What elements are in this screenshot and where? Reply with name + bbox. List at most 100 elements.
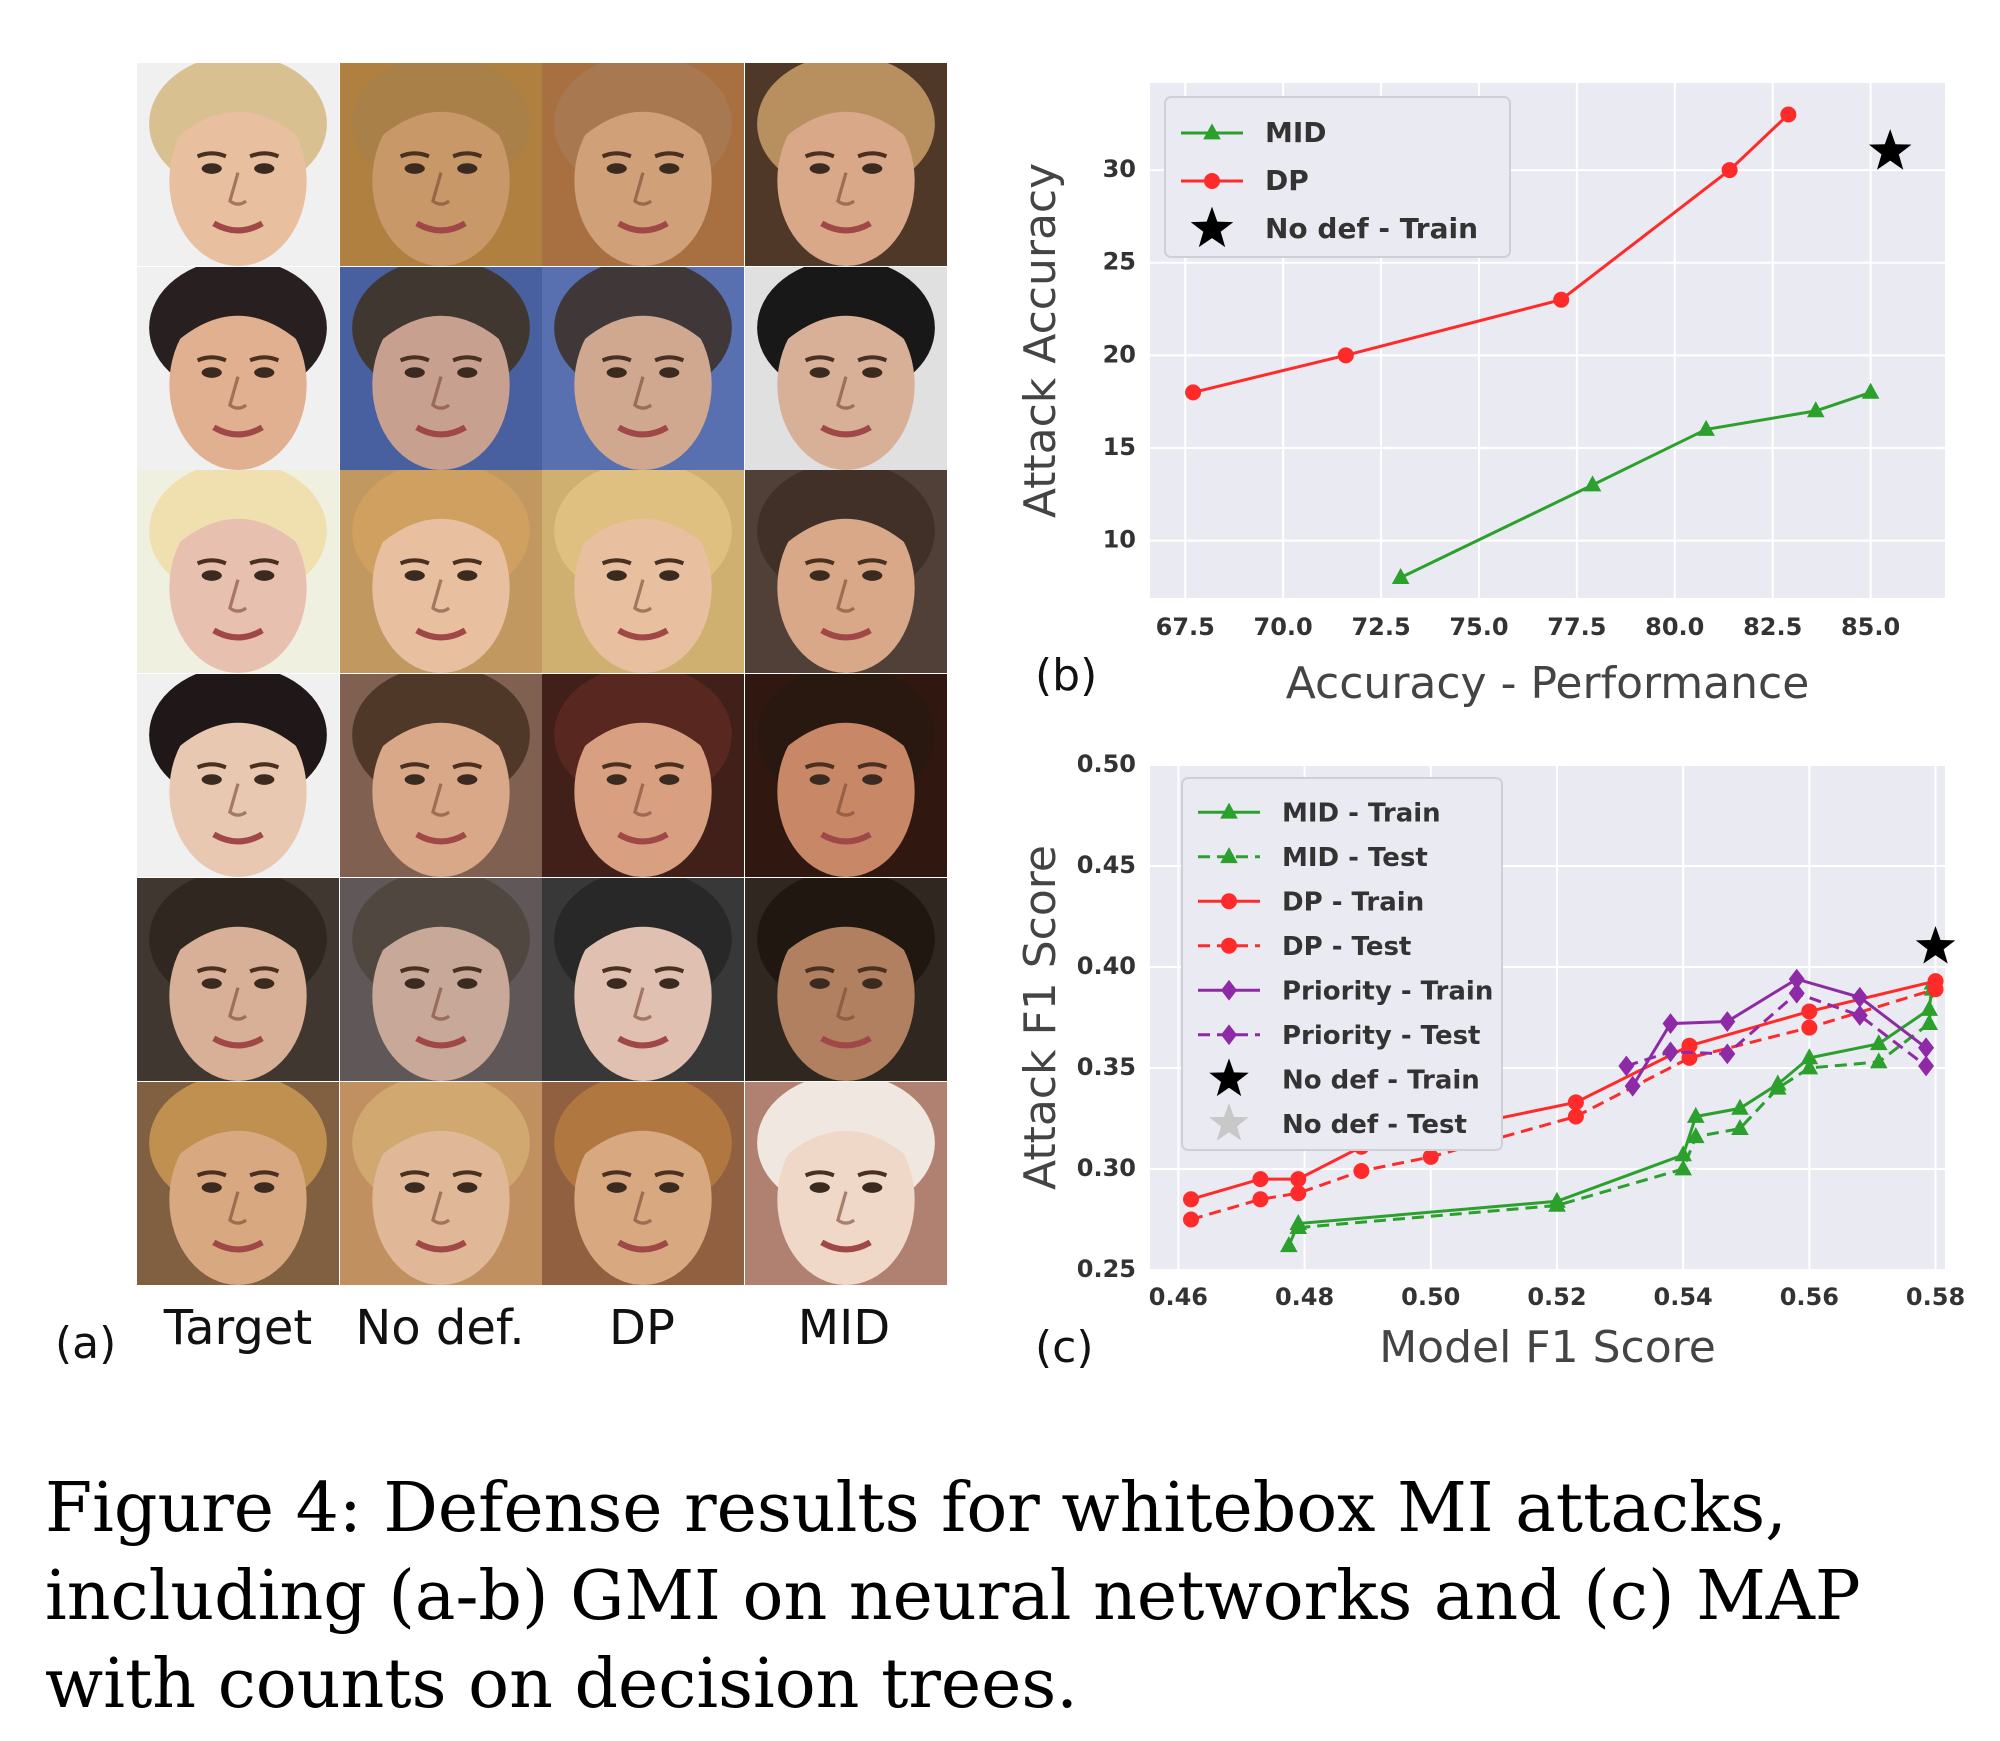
face-image bbox=[137, 63, 339, 266]
face-grid bbox=[137, 63, 947, 1285]
data-point bbox=[1731, 1098, 1749, 1115]
chart-c: 0.46 0.48 0.50 0.52 0.54 0.56 0.58 0.25 0.30 0.35… bbox=[1015, 750, 1965, 1373]
x-tick-label: 0.48 bbox=[1275, 1283, 1334, 1311]
x-tick-label: 85.0 bbox=[1841, 613, 1900, 641]
x-tick-label: 0.56 bbox=[1780, 1283, 1839, 1311]
legend-label: No def - Train bbox=[1282, 1065, 1480, 1095]
x-tick-label: 0.50 bbox=[1401, 1283, 1460, 1311]
data-point bbox=[1681, 1037, 1698, 1054]
data-point bbox=[1686, 1127, 1705, 1144]
legend-label: MID bbox=[1265, 116, 1327, 149]
face-image bbox=[137, 470, 339, 674]
series-priority-test bbox=[1618, 982, 1935, 1077]
data-point bbox=[1353, 1163, 1370, 1180]
data-point bbox=[1915, 926, 1956, 964]
data-point bbox=[1869, 1034, 1888, 1051]
y-tick-label: 0.50 bbox=[1077, 750, 1136, 778]
series-line bbox=[1625, 991, 1928, 1068]
legend-label: Priority - Train bbox=[1282, 976, 1493, 1006]
data-point bbox=[1183, 1191, 1200, 1208]
data-point bbox=[1920, 1013, 1939, 1030]
face-image bbox=[542, 63, 744, 266]
data-point bbox=[1697, 419, 1715, 436]
y-tick-label: 15 bbox=[1103, 433, 1136, 461]
x-tick-label: 0.54 bbox=[1654, 1283, 1713, 1311]
face-image bbox=[339, 266, 542, 470]
data-point bbox=[1290, 1185, 1307, 1202]
legend-marker bbox=[1221, 937, 1237, 954]
data-point bbox=[1583, 475, 1602, 492]
data-point bbox=[1719, 1011, 1736, 1032]
legend-marker bbox=[1209, 1102, 1249, 1141]
y-tick-label: 25 bbox=[1103, 248, 1136, 276]
column-label-no-def: No def. bbox=[355, 1300, 525, 1356]
face-image bbox=[137, 1081, 339, 1285]
data-point bbox=[1252, 1191, 1269, 1208]
data-point bbox=[1851, 986, 1868, 1008]
face-image bbox=[744, 1081, 947, 1285]
x-tick-label: 77.5 bbox=[1547, 613, 1606, 641]
legend-marker bbox=[1190, 206, 1234, 248]
y-tick-label: 20 bbox=[1103, 340, 1136, 368]
y-tick-label: 0.35 bbox=[1077, 1053, 1136, 1081]
x-tick-label: 0.58 bbox=[1906, 1283, 1965, 1311]
legend-label: Priority - Test bbox=[1282, 1021, 1480, 1051]
column-label-dp: DP bbox=[609, 1300, 675, 1356]
legend-marker bbox=[1221, 893, 1237, 910]
data-point bbox=[1290, 1171, 1307, 1188]
data-point bbox=[1918, 1055, 1935, 1077]
x-axis-label: Accuracy - Performance bbox=[1286, 658, 1810, 709]
face-image bbox=[744, 877, 947, 1081]
data-point bbox=[1780, 106, 1797, 123]
series-mid bbox=[1391, 382, 1880, 585]
data-point bbox=[1927, 981, 1944, 998]
data-point bbox=[1618, 1055, 1635, 1077]
face-image bbox=[137, 674, 339, 878]
data-point bbox=[1801, 1019, 1818, 1036]
data-point bbox=[1869, 1052, 1888, 1069]
chart-b: 67.5 70.0 72.5 75.0 77.5 80.0 82.5 85.0 10 15 20 25… bbox=[1015, 83, 1945, 709]
face-image bbox=[542, 877, 744, 1081]
face-image bbox=[744, 266, 947, 470]
legend-marker bbox=[1221, 1024, 1237, 1046]
data-point bbox=[1553, 291, 1570, 308]
legend-label: No def - Train bbox=[1265, 212, 1478, 245]
y-tick-label: 30 bbox=[1103, 155, 1136, 183]
data-point bbox=[1851, 1005, 1868, 1026]
face-image bbox=[744, 63, 947, 266]
data-point bbox=[1567, 1094, 1584, 1111]
legend: MID DP No def - Train bbox=[1164, 96, 1511, 258]
data-point bbox=[1731, 1119, 1749, 1135]
x-tick-label: 70.0 bbox=[1254, 613, 1313, 641]
panel-b-letter: (b) bbox=[1035, 650, 1098, 701]
data-point bbox=[1768, 1078, 1787, 1095]
y-axis-label: Attack F1 Score bbox=[1015, 845, 1066, 1190]
data-point bbox=[1391, 568, 1410, 585]
x-tick-label: 0.46 bbox=[1149, 1283, 1208, 1311]
y-axis-label: Attack Accuracy bbox=[1015, 163, 1066, 518]
data-point bbox=[1674, 1159, 1692, 1176]
face-image bbox=[339, 674, 542, 878]
series-no-def-train bbox=[1915, 926, 1956, 964]
x-tick-label: 0.52 bbox=[1527, 1283, 1586, 1311]
legend-label: DP - Test bbox=[1282, 932, 1411, 962]
data-point bbox=[1861, 382, 1880, 399]
y-tick-label: 0.40 bbox=[1077, 952, 1136, 980]
face-image bbox=[542, 674, 744, 878]
data-point bbox=[1788, 968, 1805, 990]
series-line bbox=[1298, 989, 1934, 1230]
data-point bbox=[1801, 1003, 1818, 1020]
y-tick-label: 0.45 bbox=[1077, 851, 1136, 879]
data-point bbox=[1422, 1148, 1439, 1165]
legend-marker bbox=[1203, 123, 1221, 140]
series-line bbox=[1631, 977, 1928, 1087]
data-point bbox=[1662, 1013, 1679, 1034]
data-point bbox=[1567, 1108, 1584, 1125]
series-dp bbox=[1185, 106, 1797, 401]
data-point bbox=[1800, 1048, 1819, 1065]
legend-label: DP - Train bbox=[1282, 887, 1424, 917]
face-image bbox=[542, 266, 744, 470]
legend-marker bbox=[1220, 847, 1238, 864]
face-image bbox=[744, 674, 947, 878]
legend-label: MID - Train bbox=[1282, 798, 1441, 828]
